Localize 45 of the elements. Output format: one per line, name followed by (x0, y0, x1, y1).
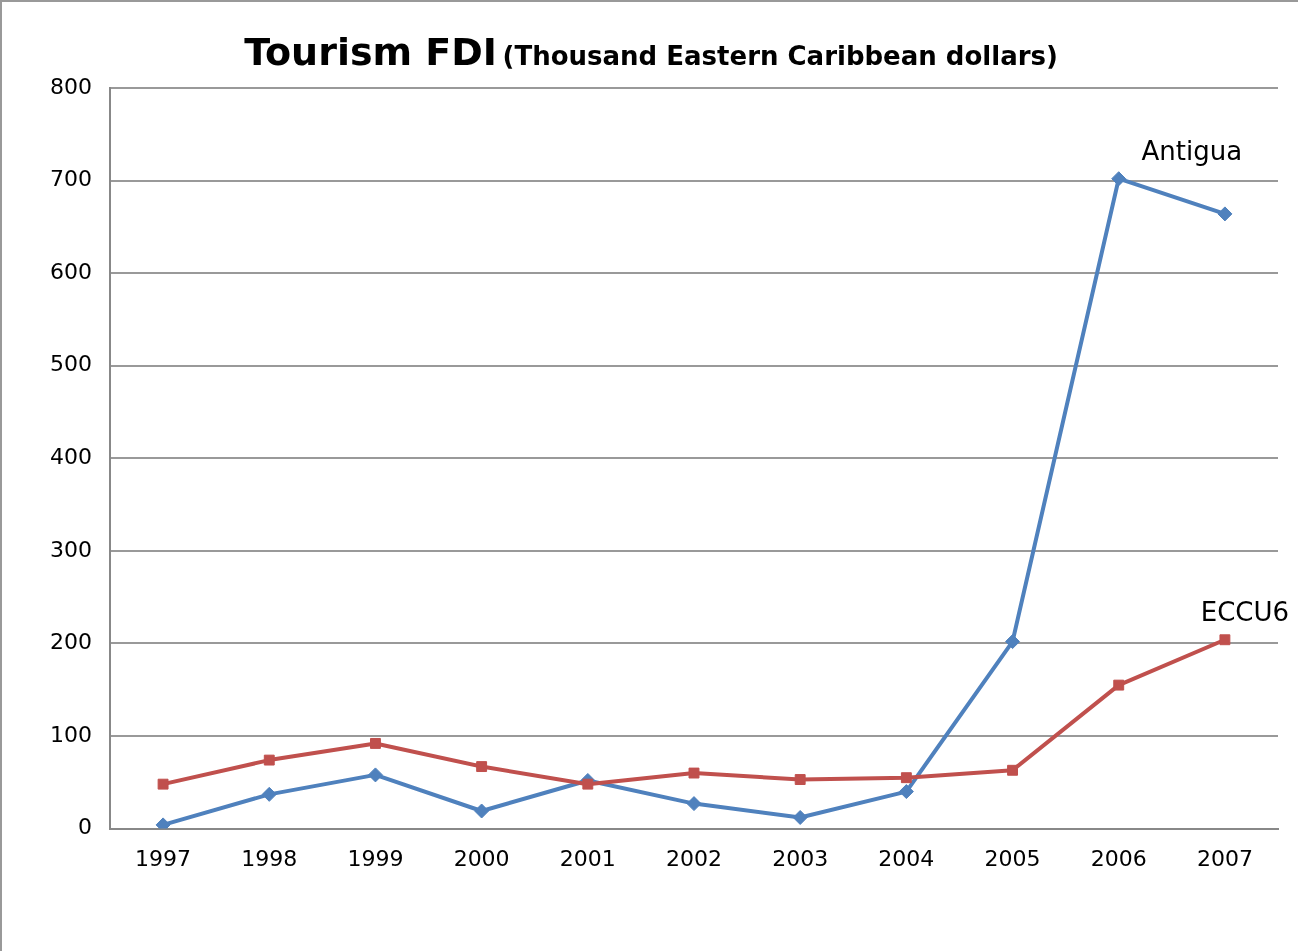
point (370, 737, 381, 749)
chart-title: Tourism FDI (244, 30, 498, 74)
y-tick-label: 700 (49, 166, 92, 192)
x-tick-label: 2007 (1196, 845, 1253, 871)
point (1219, 634, 1231, 646)
point (900, 772, 912, 784)
point (261, 786, 277, 802)
point (157, 778, 169, 790)
point (1113, 679, 1125, 691)
point (1111, 171, 1127, 187)
x-tick-label: 1997 (135, 845, 192, 871)
x-tick-label: 1999 (347, 845, 404, 871)
y-tick-label: 300 (49, 536, 92, 562)
x-tick-label: 2002 (666, 845, 722, 871)
x-tick-label: 2003 (772, 845, 829, 871)
x-tick-label: 1998 (241, 845, 298, 871)
point (792, 809, 808, 825)
point (1007, 764, 1018, 776)
point (1217, 206, 1233, 222)
point (1005, 634, 1021, 650)
x-tick-label: 2005 (984, 845, 1041, 871)
point (367, 767, 383, 783)
point (898, 784, 914, 800)
point (794, 774, 806, 785)
y-tick-label: 200 (49, 629, 92, 655)
series-label: Antigua (1141, 136, 1243, 167)
y-tick-label: 0 (77, 814, 92, 840)
point (263, 754, 275, 766)
y-tick-label: 600 (49, 258, 92, 284)
x-tick-label: 2000 (453, 845, 510, 871)
point (686, 796, 702, 812)
point (688, 767, 700, 779)
series-label: ECCU6 (1200, 597, 1290, 628)
x-tick-label: 2001 (559, 845, 616, 871)
x-tick-label: 2006 (1090, 845, 1147, 871)
y-tick-label: 800 (49, 73, 92, 99)
y-tick-label: 500 (49, 351, 92, 377)
y-tick-label: 100 (49, 721, 92, 747)
point (155, 817, 171, 829)
chart-subtitle: (Thousand Eastern Caribbean dollars) (502, 41, 1058, 71)
point (476, 761, 488, 773)
y-tick-label: 400 (49, 444, 92, 470)
point (474, 803, 490, 819)
x-tick-label: 2004 (878, 845, 935, 871)
point (582, 778, 594, 790)
